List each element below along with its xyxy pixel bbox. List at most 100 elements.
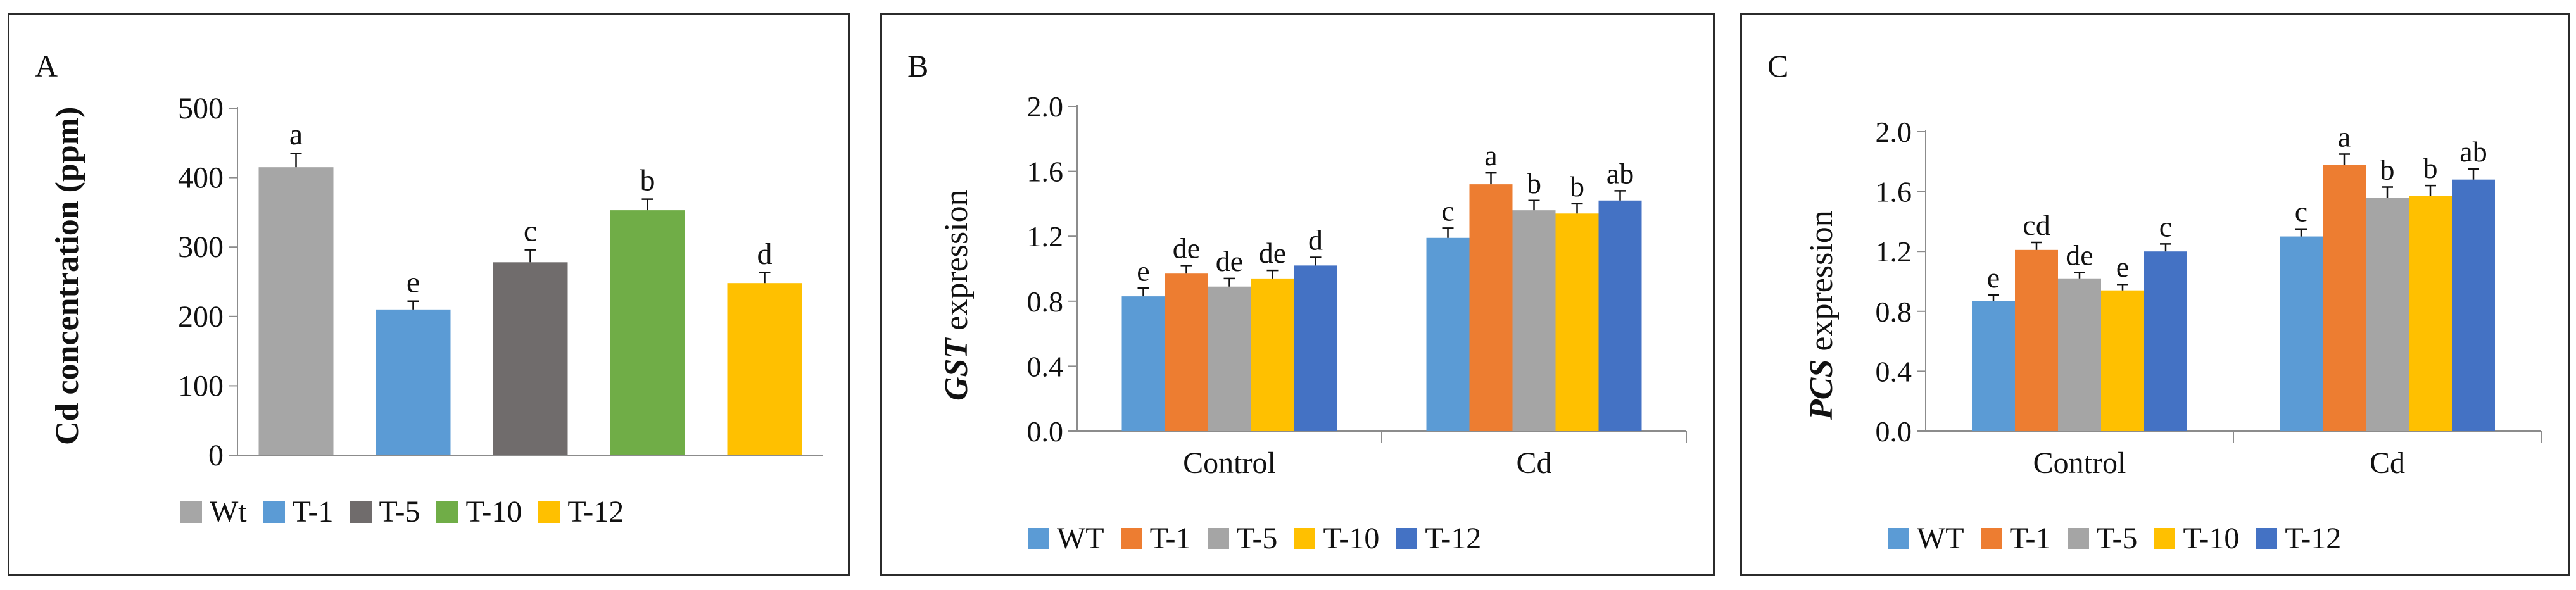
legend-label: T-1 (292, 495, 334, 529)
legend-swatch (1120, 527, 1142, 549)
legend-label: T-12 (1425, 522, 1482, 555)
bar (1208, 286, 1251, 431)
bar (1165, 273, 1208, 431)
y-tick-label: 2.0 (1027, 91, 1064, 123)
legend: WT T-1 T-5 T-10 T-12 (1028, 521, 1481, 556)
legend-item: T-12 (2256, 521, 2341, 556)
legend: Wt T-1 T-5 T-10 T-12 (180, 494, 624, 529)
legend-label: T-1 (2009, 522, 2051, 555)
y-tick-label: 0.0 (1876, 415, 1912, 448)
legend-label: T-5 (379, 495, 420, 529)
significance-letter: b (1570, 170, 1584, 203)
bar (493, 262, 568, 455)
legend-label: T-10 (2183, 522, 2240, 555)
significance-letter: de (2066, 239, 2093, 271)
legend-label: T-5 (2096, 522, 2138, 555)
y-tick-label: 200 (178, 300, 224, 334)
y-tick-label: 1.2 (1876, 235, 1912, 268)
significance-letter: de (1216, 245, 1243, 277)
legend-label: T-12 (567, 495, 624, 529)
legend-item: T-5 (2067, 521, 2138, 556)
bar (727, 283, 802, 455)
bar (2015, 249, 2058, 431)
y-tick-label: 1.2 (1027, 220, 1064, 253)
legend-item: T-10 (2154, 521, 2239, 556)
significance-letter: de (1173, 232, 1200, 264)
panel-a: A Cd concentration (ppm) 0 100 200 300 400 50… (8, 13, 850, 576)
legend-swatch (1980, 527, 2002, 549)
significance-letter: ab (1607, 157, 1634, 189)
legend-item: T-5 (1207, 521, 1278, 556)
significance-letter: d (757, 237, 773, 271)
y-tick-label: 2.0 (1876, 116, 1912, 148)
panel-letter: B (907, 48, 929, 84)
bar (1972, 301, 2015, 431)
legend-item: T-1 (1980, 521, 2051, 556)
significance-letter: d (1308, 224, 1323, 256)
significance-letter: e (1137, 254, 1149, 287)
bar (2058, 278, 2101, 431)
bar (1426, 237, 1470, 431)
legend-swatch (2154, 527, 2176, 549)
legend-label: WT (1917, 522, 1964, 555)
significance-letter: a (289, 118, 303, 151)
significance-letter: e (2116, 251, 2129, 283)
significance-letter: a (1484, 139, 1497, 172)
y-tick-label: 400 (178, 161, 224, 195)
legend-item: WT (1888, 521, 1964, 556)
x-tick-label: Control (1183, 446, 1276, 480)
bar (376, 309, 451, 455)
bar (2323, 165, 2366, 431)
bar (610, 210, 685, 455)
legend-item: T-12 (538, 494, 624, 529)
significance-letter: e (407, 266, 420, 299)
significance-letter: c (2295, 196, 2308, 228)
y-tick-label: 0 (208, 439, 224, 472)
y-tick-label: 500 (178, 92, 224, 125)
significance-letter: e (1987, 261, 2000, 294)
bar (2280, 236, 2323, 431)
significance-letter: b (2423, 152, 2438, 184)
legend-label: T-10 (1323, 522, 1380, 555)
y-tick-label: 100 (178, 369, 224, 403)
bar (1469, 184, 1513, 431)
y-tick-label: 0.4 (1027, 350, 1064, 382)
legend-swatch (350, 501, 372, 523)
legend-swatch (538, 501, 560, 523)
y-tick-label: 1.6 (1876, 176, 1912, 208)
legend-item: T-12 (1396, 521, 1481, 556)
bar (1251, 278, 1294, 431)
significance-letter: b (1527, 167, 1541, 199)
legend-label: T-12 (2285, 522, 2342, 555)
legend-label: T-10 (465, 495, 522, 529)
panel-letter: A (35, 48, 58, 84)
bar (2366, 198, 2409, 431)
legend-item: T-10 (436, 494, 522, 529)
bar (1598, 200, 1642, 431)
x-tick-label: Control (2033, 446, 2126, 480)
legend-swatch (2067, 527, 2089, 549)
legend-swatch (436, 501, 458, 523)
legend-swatch (1888, 527, 1909, 549)
legend-swatch (263, 501, 285, 523)
legend-swatch (1396, 527, 1418, 549)
legend-label: T-5 (1236, 522, 1278, 555)
significance-letter: cd (2023, 209, 2050, 241)
bar (2101, 290, 2144, 431)
bar (2144, 251, 2187, 431)
bar (2452, 179, 2495, 431)
panel-letter: C (1767, 48, 1789, 84)
y-tick-label: 0.4 (1876, 355, 1912, 387)
bar (2409, 196, 2452, 431)
legend-label: WT (1057, 522, 1104, 555)
legend-item: T-1 (263, 494, 334, 529)
legend-item: T-10 (1294, 521, 1379, 556)
legend-item: T-5 (350, 494, 420, 529)
legend: WT T-1 T-5 T-10 T-12 (1888, 521, 2341, 556)
panel-b: B GST expression 0.0 0.4 0.8 1.2 1.6 2.0 e de de… (880, 13, 1715, 576)
significance-letter: a (2338, 120, 2351, 153)
bar (1294, 265, 1337, 431)
significance-letter: ab (2459, 135, 2487, 168)
significance-letter: c (1441, 194, 1454, 227)
